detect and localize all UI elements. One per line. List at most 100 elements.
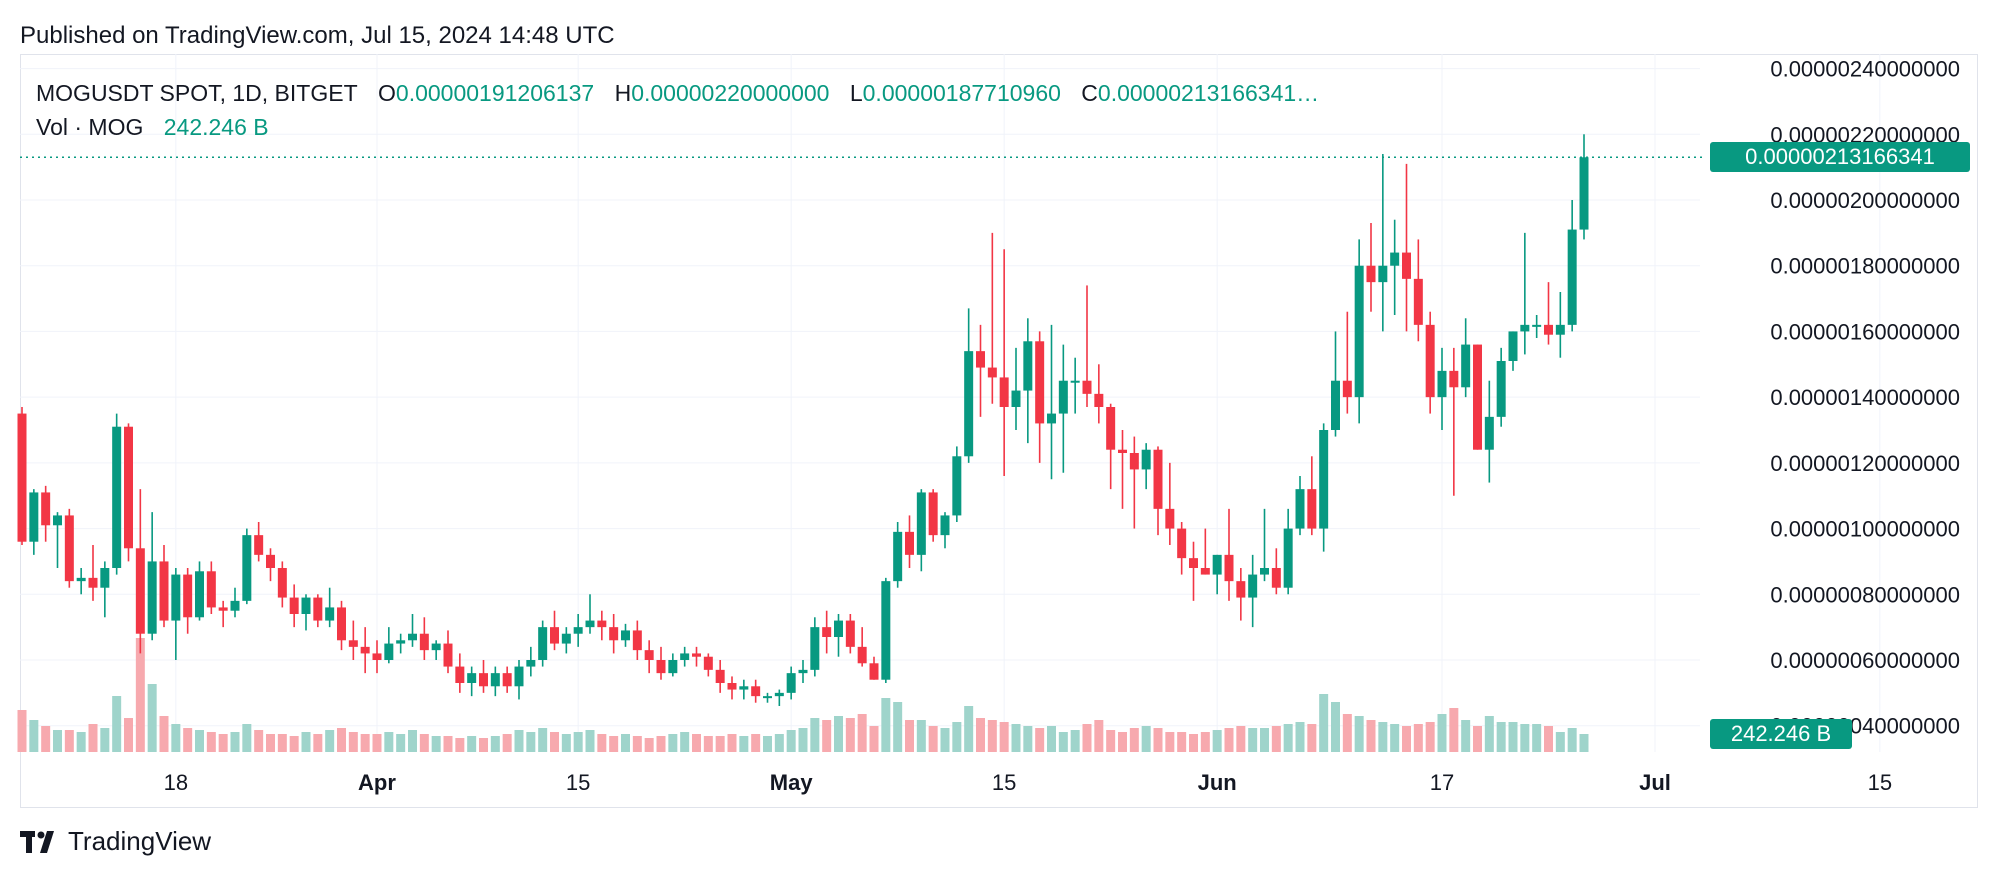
candle-body — [1118, 449, 1127, 453]
volume-bar — [171, 724, 181, 752]
volume-bar — [337, 728, 346, 752]
candle-body — [1047, 413, 1056, 424]
volume-bar — [348, 732, 358, 752]
candle-body — [1461, 344, 1471, 388]
volume-bar — [561, 734, 571, 752]
volume-bar — [1047, 726, 1056, 752]
candle-body — [1106, 407, 1116, 450]
volume-bar — [597, 734, 607, 752]
candle-body — [609, 627, 619, 641]
volume-bar — [1544, 726, 1553, 752]
volume-bar — [1567, 728, 1577, 752]
volume-bar — [916, 720, 926, 752]
candle-body — [1390, 252, 1400, 266]
volume-bar — [76, 732, 86, 752]
candle-body — [1271, 568, 1281, 588]
candle-body — [1437, 370, 1447, 398]
candle-body — [810, 627, 820, 670]
volume-bar — [739, 736, 749, 752]
volume-bar — [277, 734, 287, 752]
volume-bar — [1236, 726, 1246, 752]
brand-name: TradingView — [68, 826, 212, 856]
volume-bar — [372, 734, 382, 752]
candle-body — [976, 351, 985, 368]
x-tick-label: 18 — [164, 770, 188, 795]
candle-body — [656, 660, 666, 674]
y-tick-label: 0.00000180000000 — [1770, 254, 1960, 279]
volume-bar — [1165, 732, 1175, 752]
candle-body — [1295, 489, 1305, 529]
volume-bar — [1520, 724, 1530, 752]
candle-body — [384, 643, 394, 660]
candle-body — [479, 673, 488, 687]
candle-body — [727, 683, 737, 690]
volume-bar — [940, 728, 950, 752]
last-volume-tag: 242.246 B — [1710, 719, 1852, 749]
legend-symbol: MOGUSDT SPOT, 1D, BITGET — [36, 80, 358, 106]
candlestick-chart[interactable]: 0.00000240000000 0.00000220000000 0.000002… — [0, 0, 1996, 808]
candle-body — [1342, 380, 1352, 398]
candle-body — [561, 633, 571, 644]
legend-low-label: L — [849, 80, 863, 106]
candle-body — [964, 351, 974, 457]
candle-body — [64, 515, 74, 582]
volume-bar — [325, 730, 335, 752]
volume-bar — [195, 730, 204, 752]
volume-bar — [1449, 708, 1459, 752]
candle-body — [881, 581, 891, 680]
candle-body — [1200, 568, 1210, 575]
volume-bar — [1473, 726, 1482, 752]
candle-body — [1354, 265, 1364, 398]
candles — [17, 134, 1589, 706]
legend-low-value: 0.00000187710960 — [862, 80, 1061, 106]
volume-bar — [1058, 732, 1068, 752]
volume-bar — [1200, 732, 1210, 752]
candle-body — [1319, 430, 1329, 529]
candle-body — [1236, 581, 1246, 598]
y-tick-label: 0.00000160000000 — [1770, 319, 1960, 344]
candle-body — [1058, 380, 1068, 414]
candle-body — [301, 597, 311, 614]
volume-bar — [1189, 734, 1198, 752]
y-tick-label: 0.00000200000000 — [1770, 188, 1960, 213]
candle-body — [928, 492, 938, 536]
volume-bar — [585, 730, 595, 752]
volume-bar — [1555, 732, 1565, 752]
candle-body — [1035, 341, 1045, 424]
candle-body — [1189, 558, 1198, 568]
volume-bar — [1437, 714, 1447, 752]
volume-bar — [1390, 724, 1400, 752]
tradingview-logo-icon — [20, 830, 54, 853]
candle-body — [1283, 528, 1293, 588]
candle-body — [1248, 574, 1258, 598]
candle-body — [1544, 324, 1553, 335]
candle-body — [916, 492, 926, 555]
volume-bar — [41, 726, 51, 752]
x-tick-label: 17 — [1430, 770, 1454, 795]
volume-bar — [810, 718, 820, 752]
candle-body — [1520, 324, 1530, 332]
volume-bar — [1023, 726, 1033, 752]
candle-body — [893, 531, 903, 582]
y-tick-label: 0.00000140000000 — [1770, 385, 1960, 410]
candle-body — [668, 660, 678, 674]
candle-body — [325, 607, 335, 621]
candle-body — [621, 630, 630, 641]
volume-bar — [396, 734, 406, 752]
published-caption: Published on TradingView.com, Jul 15, 20… — [20, 22, 615, 49]
volume-bar — [1094, 720, 1104, 752]
volume-bar — [1248, 728, 1258, 752]
volume-bar — [206, 732, 216, 752]
candle-body — [763, 696, 772, 699]
candle-body — [348, 640, 358, 647]
volume-bar — [999, 722, 1009, 752]
candle-body — [1508, 331, 1518, 361]
volume-bar — [1082, 724, 1092, 752]
candle-body — [526, 660, 536, 667]
x-tick-label: 15 — [566, 770, 590, 795]
candle-body — [774, 692, 784, 697]
legend-high-value: 0.00000220000000 — [631, 80, 830, 106]
candle-body — [1402, 252, 1411, 279]
volume-bar — [147, 684, 157, 752]
tradingview-brand[interactable]: TradingView — [20, 826, 211, 857]
